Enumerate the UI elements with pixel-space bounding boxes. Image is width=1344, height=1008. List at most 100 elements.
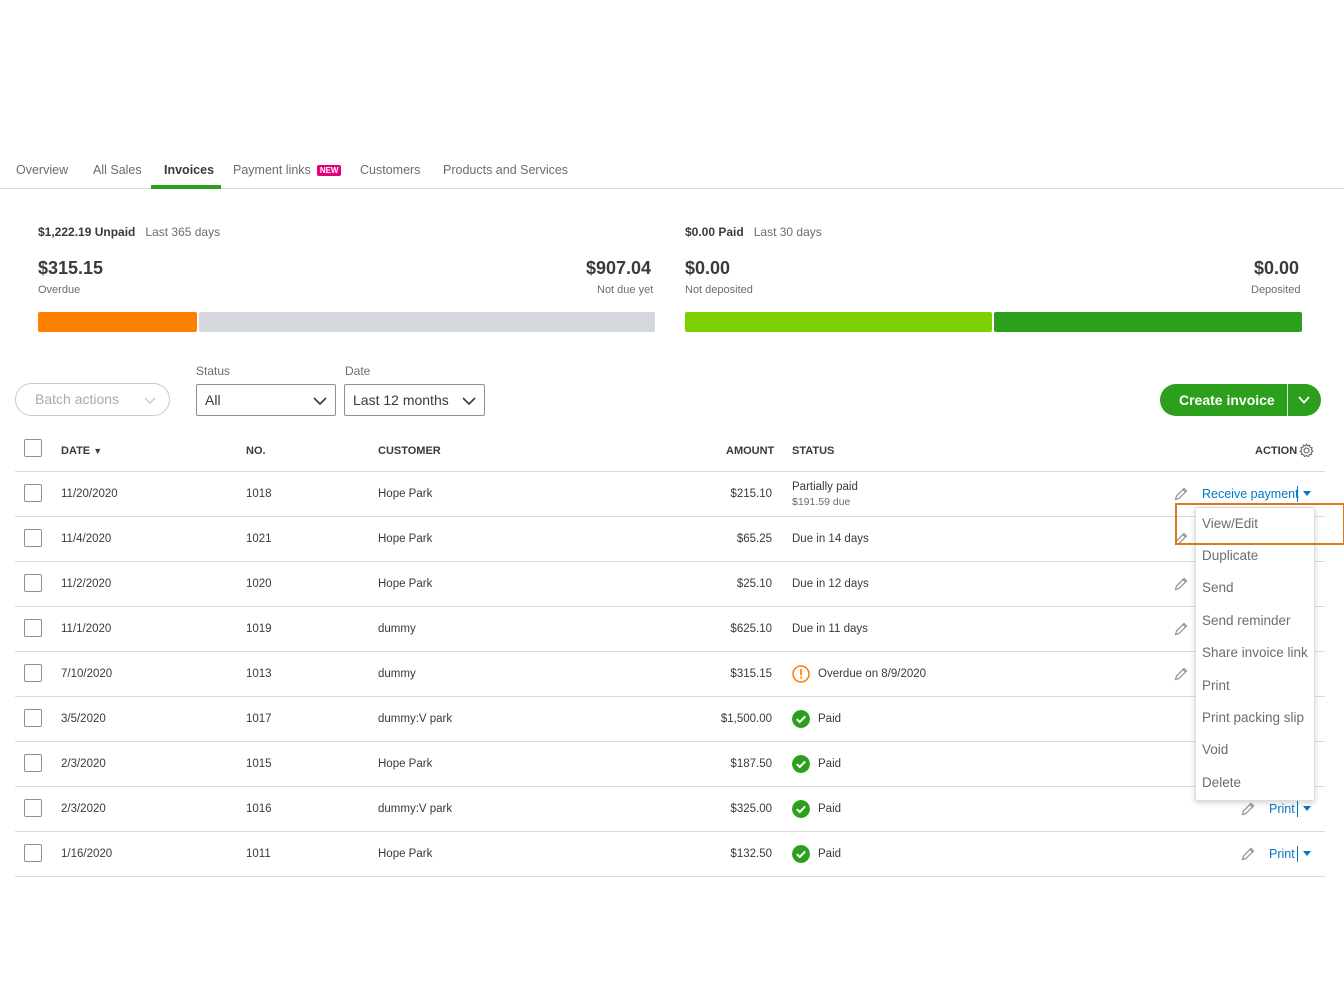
create-invoice-button[interactable]: Create invoice [1160,384,1321,416]
row-checkbox[interactable] [24,799,42,817]
no-column-header[interactable]: NO. [246,445,266,457]
status-filter-label: Status [196,364,231,378]
tab-payment-links-label: Payment links [233,163,311,177]
invoice-amount: $625.10 [730,623,772,635]
action-divider [1297,846,1298,862]
pencil-icon[interactable] [1173,486,1189,502]
highlight-box [1175,503,1344,545]
unpaid-summary-header: $1,222.19 Unpaid Last 365 days [38,225,220,239]
chevron-down-icon [462,397,476,406]
gear-icon[interactable] [1299,443,1314,458]
invoice-status-detail: $191.59 due [792,496,851,508]
menu-item-void[interactable]: Void [1202,742,1229,757]
invoice-amount: $132.50 [730,848,772,860]
tab-invoices[interactable]: Invoices [164,163,215,177]
pencil-icon[interactable] [1173,576,1189,592]
tab-payment-links[interactable]: Payment links NEW [233,163,342,177]
invoice-date: 7/10/2020 [61,668,113,680]
not-deposited-bar[interactable] [685,312,992,332]
invoice-amount: $1,500.00 [720,713,772,725]
caret-down-icon[interactable] [1303,851,1311,856]
table-row[interactable]: 11/20/2020 1018 Hope Park $215.10 Partially … [15,472,1325,517]
table-row[interactable]: 1/16/2020 1011 Hope Park $132.50 Paid Print [15,832,1325,877]
status-filter-select[interactable]: All [196,384,336,416]
invoice-status: Overdue on 8/9/2020 [818,668,927,680]
pencil-icon[interactable] [1173,621,1189,637]
paid-check-icon [792,710,810,728]
action-dropdown-menu: View/Edit Duplicate Send Send reminder S… [1195,507,1315,801]
date-header-label: DATE [61,445,91,457]
caret-down-icon[interactable] [1303,806,1311,811]
menu-item-share-invoice-link[interactable]: Share invoice link [1202,645,1308,660]
paid-check-icon [792,845,810,863]
action-divider [1297,801,1298,817]
menu-item-duplicate[interactable]: Duplicate [1202,548,1259,563]
active-tab-indicator [151,185,221,189]
select-all-checkbox[interactable] [24,439,42,457]
menu-item-send-reminder[interactable]: Send reminder [1202,613,1291,628]
customer-name: Hope Park [378,488,433,500]
row-checkbox[interactable] [24,529,42,547]
invoice-status: Paid [818,713,842,725]
deposited-bar[interactable] [994,312,1302,332]
customer-name: Hope Park [378,758,433,770]
paid-summary-header: $0.00 Paid Last 30 days [685,225,822,239]
table-row[interactable]: 11/2/2020 1020 Hope Park $25.10 Due in 12 da… [15,562,1325,607]
status-filter-value: All [205,392,221,408]
not-due-bar[interactable] [199,312,655,332]
not-due-amount[interactable]: $907.04 [586,258,652,278]
menu-item-print-packing-slip[interactable]: Print packing slip [1202,710,1305,725]
invoice-status: Due in 14 days [792,533,869,545]
row-checkbox[interactable] [24,619,42,637]
row-checkbox[interactable] [24,574,42,592]
not-deposited-amount[interactable]: $0.00 [685,258,731,278]
chevron-down-icon [313,397,327,406]
invoice-number: 1020 [246,578,272,590]
pencil-icon[interactable] [1240,846,1256,862]
row-checkbox[interactable] [24,664,42,682]
menu-item-print[interactable]: Print [1202,678,1230,693]
menu-item-delete[interactable]: Delete [1202,775,1242,790]
invoice-status: Due in 12 days [792,578,869,590]
batch-actions-dropdown[interactable]: Batch actions [15,383,170,416]
chevron-down-icon[interactable] [1297,393,1311,407]
tab-products-and-services[interactable]: Products and Services [443,163,569,177]
deposited-amount[interactable]: $0.00 [1254,258,1300,278]
date-filter-select[interactable]: Last 12 months [344,384,485,416]
paid-title: $0.00 Paid [685,225,744,239]
pencil-icon[interactable] [1173,666,1189,682]
amount-column-header[interactable]: AMOUNT [726,445,775,457]
row-checkbox[interactable] [24,754,42,772]
customer-column-header[interactable]: CUSTOMER [378,445,441,457]
table-row[interactable]: 2/3/2020 1015 Hope Park $187.50 Paid [15,742,1325,787]
tab-overview[interactable]: Overview [16,163,69,177]
pencil-icon[interactable] [1240,801,1256,817]
status-column-header[interactable]: STATUS [792,445,835,457]
table-row[interactable]: 7/10/2020 1013 dummy $315.15 Overdue on 8/9/… [15,652,1325,697]
table-row[interactable]: 11/1/2020 1019 dummy $625.10 Due in 11 days [15,607,1325,652]
row-checkbox[interactable] [24,709,42,727]
invoice-date: 11/20/2020 [61,488,118,500]
receive-payment-link[interactable]: Receive payment [1202,487,1299,501]
unpaid-period: Last 365 days [145,225,221,239]
caret-down-icon[interactable] [1303,491,1311,496]
date-column-header[interactable]: DATE ▼ [61,445,102,457]
customer-name: dummy:V park [378,713,453,725]
tab-customers[interactable]: Customers [360,163,421,177]
row-checkbox[interactable] [24,484,42,502]
print-link[interactable]: Print [1269,847,1295,861]
overdue-bar[interactable] [38,312,197,332]
menu-item-send[interactable]: Send [1202,580,1234,595]
invoice-number: 1016 [246,803,272,815]
chevron-down-icon [144,397,156,405]
print-link[interactable]: Print [1269,802,1295,816]
overdue-amount[interactable]: $315.15 [38,258,104,278]
menu-item-view-edit[interactable]: View/Edit [1202,516,1259,531]
table-row[interactable]: 3/5/2020 1017 dummy:V park $1,500.00 Paid [15,697,1325,742]
invoice-amount: $187.50 [730,758,772,770]
tab-all-sales[interactable]: All Sales [93,163,142,177]
table-row[interactable]: 11/4/2020 1021 Hope Park $65.25 Due in 14 da… [15,517,1325,562]
row-checkbox[interactable] [24,844,42,862]
table-row[interactable]: 2/3/2020 1016 dummy:V park $325.00 Paid Print [15,787,1325,832]
deposited-label: Deposited [1251,284,1301,296]
